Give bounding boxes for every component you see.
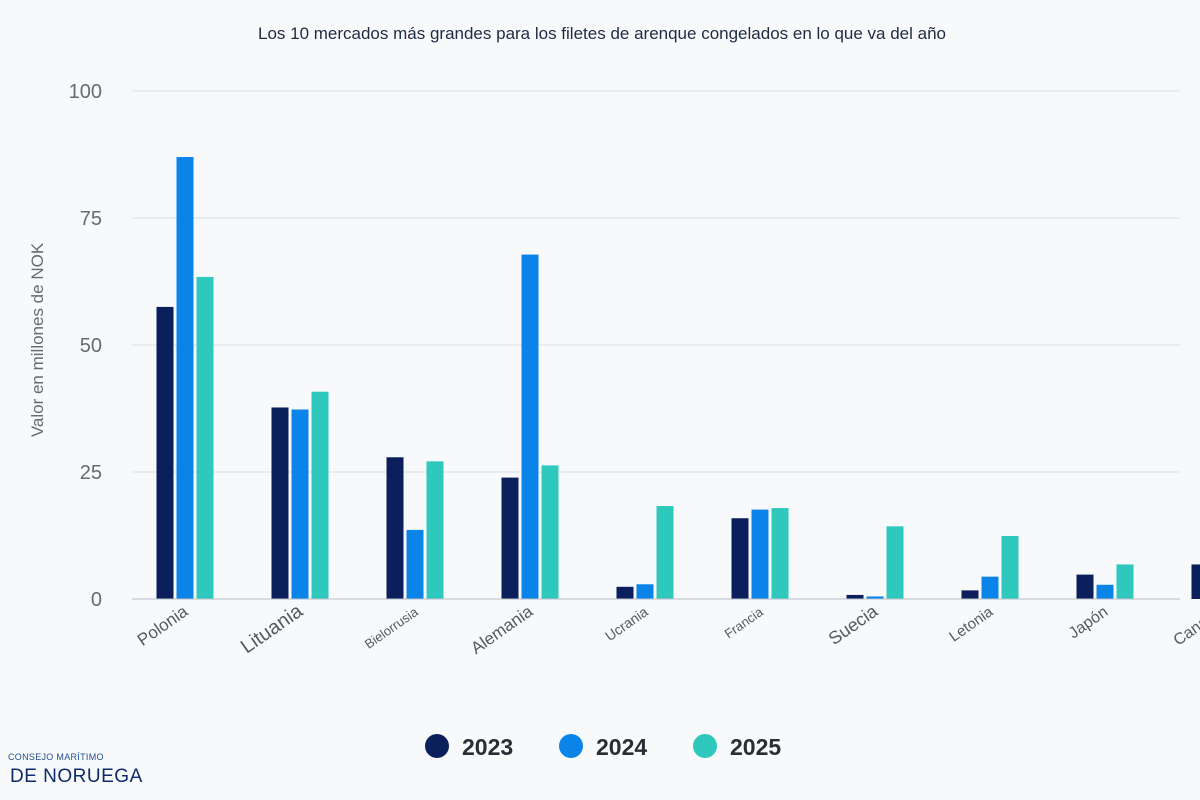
bar-2025-lituania [311, 391, 329, 599]
legend-label-2024: 2024 [596, 734, 647, 760]
bar-2025-letonia [1001, 536, 1019, 599]
bar-2023-alemania [501, 477, 519, 599]
bar-2025-polonia [196, 276, 214, 599]
bar-2024-ucrania [636, 584, 654, 599]
bar-2025-alemania [541, 465, 559, 599]
y-axis-ticks: 0 25 50 75 100 [69, 81, 102, 611]
x-tick-label: Suecia [825, 600, 882, 649]
bar-2025-japón [1116, 564, 1134, 599]
bar-2024-francia [751, 509, 769, 599]
y-tick-label: 0 [91, 589, 102, 611]
legend-marker-2024 [559, 734, 583, 758]
bar-2023-letonia [961, 590, 979, 599]
y-tick-label: 75 [80, 208, 102, 230]
bar-2025-suecia [886, 526, 904, 599]
x-tick-label: Polonia [134, 601, 192, 649]
bar-2023-polonia [156, 306, 174, 599]
bars [156, 157, 1200, 600]
bar-2024-alemania [521, 254, 539, 600]
legend-label-2025: 2025 [730, 734, 781, 760]
x-tick-label: Alemania [467, 601, 536, 658]
y-tick-label: 100 [69, 81, 102, 103]
bar-2024-japón [1096, 584, 1114, 599]
y-tick-label: 50 [80, 335, 102, 357]
x-tick-label: Japón [1066, 603, 1111, 642]
x-axis-ticks: Polonia Lituania Bielorrusia Alemania Ucrani… [134, 600, 1200, 659]
bar-2025-bielorrusia [426, 461, 444, 599]
bar-2024-bielorrusia [406, 529, 424, 599]
bar-2023-lituania [271, 407, 289, 599]
bar-2023-francia [731, 518, 749, 599]
bar-2024-lituania [291, 409, 309, 599]
legend: 2023 2024 2025 [425, 734, 781, 760]
x-tick-label: Ucrania [602, 603, 651, 644]
x-tick-label: Bielorrusia [362, 604, 422, 652]
bar-2025-ucrania [656, 506, 674, 599]
bar-2023-suecia [846, 594, 864, 599]
legend-marker-2025 [693, 734, 717, 758]
bar-2024-letonia [981, 576, 999, 599]
x-tick-label: Canadá [1171, 603, 1200, 649]
y-tick-label: 25 [80, 462, 102, 484]
bar-2024-polonia [176, 157, 194, 600]
bar-2023-bielorrusia [386, 457, 404, 599]
bar-2023-japón [1076, 574, 1094, 599]
chart-title: Los 10 mercados más grandes para los fil… [258, 24, 946, 43]
brand-logo-text: DE NORUEGA [10, 766, 143, 787]
bar-2023-canadá [1191, 564, 1200, 599]
grid [132, 90, 1180, 473]
bar-2025-francia [771, 508, 789, 599]
y-axis-label: Valor en millones de NOK [28, 242, 47, 437]
bar-2024-suecia [866, 596, 884, 599]
legend-marker-2023 [425, 734, 449, 758]
x-tick-label: Letonia [946, 603, 997, 646]
brand-subtitle: CONSEJO MARÍTIMO [8, 752, 104, 762]
bar-2023-ucrania [616, 586, 634, 599]
x-tick-label: Francia [722, 604, 767, 642]
x-tick-label: Lituania [237, 600, 308, 659]
legend-label-2023: 2023 [462, 734, 513, 760]
